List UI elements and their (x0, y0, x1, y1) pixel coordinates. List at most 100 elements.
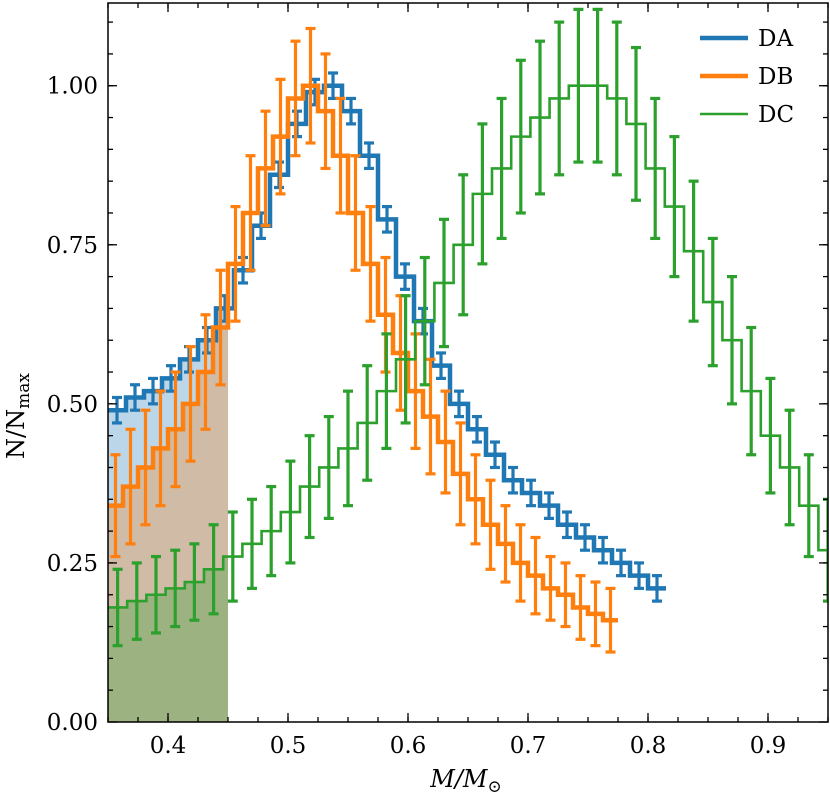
legend: DA DB DC (700, 26, 794, 128)
error-bar-db (110, 453, 121, 559)
error-bar-db (230, 205, 241, 323)
error-bar-db (140, 408, 151, 527)
x-tick-label: 0.9 (750, 733, 787, 759)
error-bar-da (652, 574, 662, 603)
error-bar-dc (247, 497, 257, 590)
axis-ticks-layer: 0.4 0.5 0.6 0.7 0.8 0.9 0.00 0.25 0.50 0.75 1.00 (47, 3, 829, 759)
y-axis-label-text: N/N (2, 409, 30, 459)
error-bar-da (490, 440, 500, 470)
error-bar-dc (535, 39, 545, 196)
x-axis-label: M/M⊙ (429, 765, 501, 796)
error-bar-db (245, 154, 256, 272)
error-bar-da (400, 262, 410, 291)
x-tick-label: 0.4 (150, 733, 187, 759)
error-bar-da (472, 414, 482, 444)
error-bar-da (364, 141, 374, 171)
error-bar-dc (554, 20, 565, 177)
y-tick-label: 0.75 (47, 233, 98, 259)
error-bar-db (575, 574, 586, 641)
error-bar-dc (803, 453, 814, 559)
error-bar-dc (112, 567, 123, 648)
error-bar-dc (266, 484, 277, 578)
error-bar-dc (131, 561, 142, 641)
error-bar-da (598, 535, 608, 565)
error-bar-dc (784, 408, 795, 527)
y-axis-label: N/Nmax (2, 373, 34, 459)
error-bar-dc (343, 389, 353, 508)
error-bar-dc (400, 294, 411, 425)
error-bar-db (485, 478, 496, 571)
x-tick-label: 0.8 (630, 733, 667, 759)
error-bar-db (515, 523, 526, 603)
step-line-dc (108, 84, 828, 609)
error-bar-da (508, 465, 518, 495)
error-bar-db (605, 586, 616, 654)
shaded-region-layer (108, 263, 228, 722)
error-bar-db (440, 389, 451, 495)
error-bar-dc (669, 135, 680, 279)
error-bar-dc (746, 325, 757, 457)
error-bar-db (200, 313, 211, 431)
error-bar-db (290, 39, 301, 158)
error-bar-db (560, 561, 571, 629)
error-bar-da (382, 205, 392, 234)
error-bar-da (112, 395, 122, 425)
error-bar-dc (573, 7, 584, 164)
error-bar-dc (323, 414, 334, 520)
error-bar-db (155, 389, 166, 508)
error-bar-db (500, 504, 511, 584)
error-bar-dc (650, 96, 661, 241)
error-bar-dc (285, 459, 296, 565)
x-axis-label-subscript: ⊙ (487, 777, 501, 796)
error-bar-dc (592, 7, 603, 164)
error-bar-dc (208, 523, 219, 616)
error-bar-db (455, 421, 466, 527)
error-bar-da (544, 491, 554, 520)
x-axis-label-text: M/M (429, 765, 489, 793)
error-bar-dc (765, 376, 776, 495)
x-tick-label: 0.7 (510, 733, 547, 759)
error-bar-dc (439, 217, 449, 349)
error-bar-dc (419, 255, 430, 387)
error-bar-dc (688, 179, 699, 323)
error-bar-dc (515, 58, 526, 215)
y-axis-label-subscript: max (14, 373, 34, 409)
legend-label-db: DB (758, 64, 793, 90)
error-bar-dc (496, 96, 507, 241)
error-bar-db (320, 52, 331, 171)
error-bar-db (125, 427, 136, 546)
error-bar-da (130, 383, 140, 412)
error-bar-dc (227, 510, 238, 603)
error-bar-dc (477, 122, 488, 266)
error-bar-db (425, 357, 436, 476)
error-bar-da (526, 478, 536, 508)
error-bar-db (170, 370, 181, 489)
error-bar-da (346, 96, 356, 126)
error-bar-dc (707, 236, 718, 368)
error-bar-db (185, 344, 196, 463)
y-tick-label: 0.00 (47, 710, 98, 736)
y-tick-label: 1.00 (47, 74, 98, 100)
legend-label-da: DA (758, 26, 793, 52)
error-bar-dc (151, 554, 161, 635)
error-bar-dc (611, 20, 622, 177)
error-bar-db (530, 535, 541, 616)
error-bar-db (215, 268, 226, 387)
error-bar-db (590, 580, 601, 648)
error-bar-db (305, 26, 316, 145)
error-bar-db (545, 554, 556, 622)
error-bar-da (634, 561, 644, 590)
error-bar-da (580, 523, 590, 552)
error-bar-db (260, 109, 271, 228)
shaded-fill-dc (108, 556, 228, 722)
x-tick-label: 0.6 (390, 733, 427, 759)
error-bar-dc (381, 332, 392, 450)
error-bar-da (436, 351, 446, 381)
error-bar-db (335, 96, 346, 215)
error-bar-dc (458, 173, 469, 317)
step-line-db (108, 83, 618, 623)
error-bar-db (365, 205, 376, 323)
error-bar-da (148, 376, 158, 406)
error-bar-dc (304, 434, 315, 540)
